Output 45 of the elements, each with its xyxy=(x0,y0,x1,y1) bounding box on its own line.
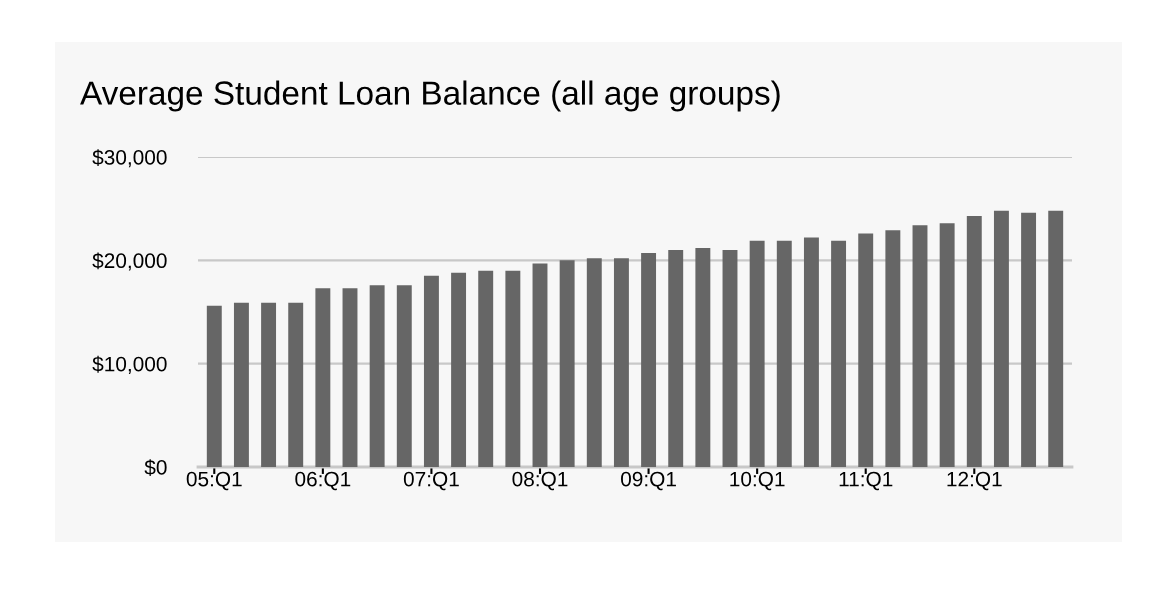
bar xyxy=(559,260,575,467)
bar xyxy=(206,305,222,467)
x-tick-label: 11:Q1 xyxy=(839,471,893,491)
bar xyxy=(885,230,901,467)
bar xyxy=(532,263,548,467)
bar xyxy=(233,302,249,467)
y-tick-label: $20,000 xyxy=(92,252,167,271)
bar xyxy=(831,240,847,467)
x-tick-label: 08:Q1 xyxy=(512,471,568,491)
bar xyxy=(1048,210,1064,467)
bar xyxy=(315,288,331,467)
bar xyxy=(288,302,304,467)
bar xyxy=(369,285,385,467)
bar xyxy=(939,223,955,467)
bar xyxy=(858,233,874,467)
y-tick-label: $30,000 xyxy=(92,149,167,168)
bar xyxy=(396,285,412,467)
bar xyxy=(505,270,521,467)
x-tick-label: 12:Q1 xyxy=(947,471,1002,491)
y-tick-label: $0 xyxy=(144,459,167,476)
bar xyxy=(261,302,277,467)
bar xyxy=(478,270,494,467)
x-tick-label: 07:Q1 xyxy=(403,471,459,491)
bar xyxy=(749,240,765,467)
x-tick-label: 10:Q1 xyxy=(730,471,785,491)
bar xyxy=(776,240,792,467)
bar xyxy=(912,225,928,467)
bar xyxy=(451,272,467,467)
bar xyxy=(423,275,439,467)
bar xyxy=(966,215,982,467)
bar xyxy=(613,258,629,467)
bar xyxy=(803,237,819,467)
y-tick-label: $10,000 xyxy=(92,355,167,374)
x-tick-label: 06:Q1 xyxy=(295,471,351,491)
chart-title: Average Student Loan Balance (all age groups) xyxy=(80,80,780,112)
bar xyxy=(342,288,358,467)
bar xyxy=(993,210,1009,467)
bar xyxy=(695,247,711,467)
x-tick-label: 05:Q1 xyxy=(186,471,242,491)
x-tick-label: 09:Q1 xyxy=(621,471,676,491)
bar xyxy=(1021,212,1037,467)
bar xyxy=(641,253,657,467)
bar xyxy=(722,250,738,467)
bar xyxy=(668,250,684,467)
bar xyxy=(586,258,602,467)
